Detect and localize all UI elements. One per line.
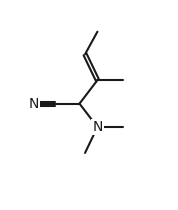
Text: N: N xyxy=(29,97,39,111)
Text: N: N xyxy=(92,120,103,134)
